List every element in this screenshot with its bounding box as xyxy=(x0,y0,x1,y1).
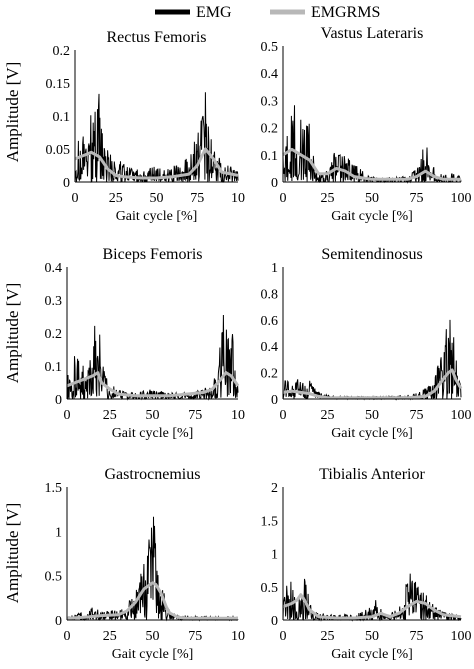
x-tick-label: 50 xyxy=(365,191,379,206)
x-tick-label: 75 xyxy=(190,191,204,206)
x-tick-label: 50 xyxy=(150,191,164,206)
x-tick-label: 25 xyxy=(103,629,117,644)
series-emg-line xyxy=(282,319,462,401)
chart-title: Vastus Lateraris xyxy=(321,25,424,42)
legend-label-emgrms: EMGRMS xyxy=(311,4,380,21)
y-tick-label: 2 xyxy=(271,481,278,496)
x-tick-label: 100 xyxy=(451,629,472,644)
x-tick-label: 25 xyxy=(321,629,335,644)
series-emgrms-line xyxy=(74,147,239,180)
x-tick-label: 25 xyxy=(109,191,123,206)
x-axis-label: Gait cycle [%] xyxy=(331,647,413,662)
series-emgrms-line xyxy=(282,368,463,400)
x-axis-label: Gait cycle [%] xyxy=(112,426,194,441)
x-tick-label: 100 xyxy=(451,191,472,206)
series-emg-line xyxy=(67,314,239,401)
chart-title: Tibialis Anterior xyxy=(319,466,425,483)
chart-title: Rectus Femoris xyxy=(107,29,207,46)
x-tick-label: 10 xyxy=(231,191,245,206)
y-tick-label: 0.2 xyxy=(261,122,279,137)
series-emgrms-line xyxy=(282,593,462,620)
x-axis-label: Gait cycle [%] xyxy=(331,426,413,441)
y-tick-label: 0 xyxy=(55,393,62,408)
y-tick-label: 0.6 xyxy=(261,314,279,329)
y-tick-label: 0.2 xyxy=(53,44,71,59)
y-tick-label: 0 xyxy=(63,176,70,191)
y-tick-label: 0.5 xyxy=(261,581,279,596)
x-tick-label: 0 xyxy=(72,191,79,206)
x-tick-label: 75 xyxy=(410,629,424,644)
x-tick-label: 50 xyxy=(365,629,379,644)
y-tick-label: 0.2 xyxy=(45,327,63,342)
y-tick-label: 0.4 xyxy=(261,340,279,355)
y-tick-label: 0.15 xyxy=(46,77,71,92)
series-emg-line xyxy=(282,105,462,184)
y-tick-label: 0 xyxy=(271,614,278,629)
y-tick-label: 0.8 xyxy=(261,287,279,302)
chart-panel-3: Biceps Femoris 0 0.1 0.2 0.3 0.4 0 25 50 75 10 Gait… xyxy=(45,246,246,441)
x-axis-label: Gait cycle [%] xyxy=(331,209,413,224)
y-tick-label: 0 xyxy=(55,614,62,629)
y-axis-label: Amplitude [V] xyxy=(3,503,22,604)
y-axis-label: Amplitude [V] xyxy=(3,62,22,163)
legend: EMG EMGRMS xyxy=(155,4,380,21)
x-tick-label: 100 xyxy=(451,408,472,423)
chart-panel-5: Gastrocnemius 0 0.5 1 1.5 0 25 50 75 10 Gait cycle… xyxy=(45,466,246,662)
y-tick-label: 0.1 xyxy=(45,360,63,375)
x-tick-label: 10 xyxy=(231,408,245,423)
y-tick-label: 0.4 xyxy=(261,67,279,82)
x-tick-label: 50 xyxy=(146,408,160,423)
y-tick-label: 0.2 xyxy=(261,367,279,382)
chart-panel-6: Tibialis Anterior 0 0.5 1 1.5 2 0 25 50 75 100 Gait… xyxy=(261,466,472,662)
y-tick-label: 1.5 xyxy=(261,514,279,529)
y-tick-label: 0.3 xyxy=(261,94,279,109)
series-emg-line xyxy=(74,92,239,183)
x-axis-label: Gait cycle [%] xyxy=(116,209,198,224)
y-tick-label: 1 xyxy=(271,548,278,563)
y-tick-label: 1 xyxy=(271,261,278,276)
x-tick-label: 50 xyxy=(146,629,160,644)
y-tick-label: 0.3 xyxy=(45,294,63,309)
y-tick-label: 0.05 xyxy=(46,143,71,158)
x-tick-label: 25 xyxy=(103,408,117,423)
chart-title: Gastrocnemius xyxy=(105,466,201,483)
x-tick-label: 75 xyxy=(188,629,202,644)
x-tick-label: 75 xyxy=(410,191,424,206)
x-tick-label: 25 xyxy=(321,191,335,206)
y-tick-label: 1 xyxy=(55,525,62,540)
x-tick-label: 0 xyxy=(280,629,287,644)
x-tick-label: 0 xyxy=(280,408,287,423)
y-tick-label: 0 xyxy=(271,393,278,408)
x-axis-label: Gait cycle [%] xyxy=(112,647,194,662)
legend-label-emg: EMG xyxy=(196,4,232,21)
y-tick-label: 0.5 xyxy=(261,40,279,55)
x-tick-label: 75 xyxy=(188,408,202,423)
chart-panel-2: Vastus Lateraris 0 0.1 0.2 0.3 0.4 0.5 0 25 50 75 1… xyxy=(261,25,472,224)
series-emg-line xyxy=(282,573,462,622)
x-tick-label: 10 xyxy=(231,629,245,644)
x-tick-label: 50 xyxy=(365,408,379,423)
series-emg-line xyxy=(66,516,239,622)
x-tick-label: 75 xyxy=(410,408,424,423)
y-tick-label: 1.5 xyxy=(45,481,63,496)
chart-title: Semitendinosus xyxy=(321,246,422,263)
series-emgrms-line xyxy=(66,371,240,398)
x-tick-label: 0 xyxy=(64,408,71,423)
y-tick-label: 0.1 xyxy=(53,110,71,125)
y-tick-label: 0 xyxy=(271,176,278,191)
y-tick-label: 0.4 xyxy=(45,261,63,276)
series-emgrms-line xyxy=(282,147,461,181)
y-tick-label: 0.1 xyxy=(261,149,279,164)
y-axis-label: Amplitude [V] xyxy=(3,283,22,384)
x-tick-label: 0 xyxy=(64,629,71,644)
x-tick-label: 0 xyxy=(280,191,287,206)
y-tick-label: 0.5 xyxy=(45,570,63,585)
series-emgrms-line xyxy=(66,581,238,620)
x-tick-label: 25 xyxy=(321,408,335,423)
chart-title: Biceps Femoris xyxy=(103,246,203,263)
chart-panel-1: Rectus Femoris 0 0.05 0.1 0.15 0.2 0 25 50 75 10 Ga… xyxy=(46,29,246,224)
chart-panel-4: Semitendinosus 0 0.2 0.4 0.6 0.8 1 0 25 50 75 100 Ga… xyxy=(261,246,472,441)
